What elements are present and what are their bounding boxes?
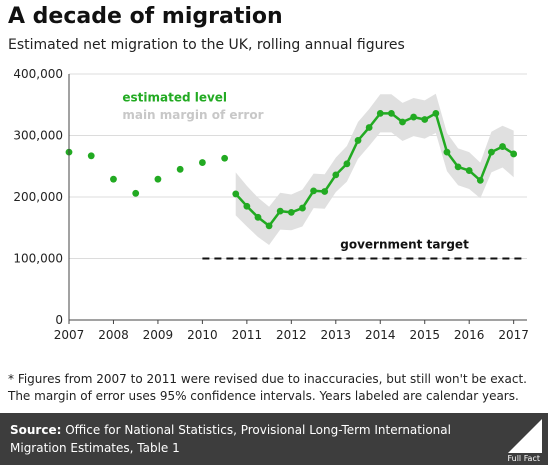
x-tick-label: 2007 bbox=[54, 328, 85, 342]
estimated-level-point bbox=[321, 188, 329, 195]
source-citation: Office for National Statistics, Provisio… bbox=[10, 423, 451, 455]
estimated-level-point bbox=[454, 163, 462, 171]
estimated-level-point bbox=[432, 109, 440, 117]
y-tick-label: 0 bbox=[55, 313, 63, 327]
estimated-level-point bbox=[421, 116, 429, 123]
estimated-level-point bbox=[332, 171, 340, 179]
target-layer: government target bbox=[202, 238, 523, 260]
estimated-level-point bbox=[387, 109, 395, 117]
y-tick-label: 400,000 bbox=[13, 67, 63, 81]
estimated-level-point bbox=[276, 207, 284, 215]
revised-point bbox=[198, 159, 206, 166]
x-tick-label: 2009 bbox=[143, 328, 174, 342]
axis-layer: 0 100,000 200,000 300,000 400,000 2007 2008 200… bbox=[13, 67, 529, 342]
estimated-level-point bbox=[265, 222, 273, 230]
estimated-level-point bbox=[399, 118, 406, 126]
page-subtitle: Estimated net migration to the UK, rolli… bbox=[8, 37, 405, 53]
source-text: Source: Office for National Statistics, … bbox=[10, 421, 470, 457]
estimated-level-point bbox=[254, 213, 262, 221]
source-label: Source: bbox=[10, 423, 62, 437]
revised-point bbox=[110, 175, 117, 183]
x-tick-label: 2015 bbox=[409, 328, 440, 342]
target-label: government target bbox=[340, 238, 469, 252]
estimated-level-point bbox=[354, 137, 362, 144]
x-tick-label: 2011 bbox=[232, 328, 263, 342]
series-layer bbox=[65, 109, 518, 230]
y-tick-label: 100,000 bbox=[13, 252, 63, 266]
revised-point bbox=[87, 152, 95, 160]
x-tick-label: 2014 bbox=[365, 328, 396, 342]
estimated-level-point bbox=[510, 150, 518, 158]
x-tick-label: 2016 bbox=[454, 328, 485, 342]
estimated-level-point bbox=[410, 113, 418, 121]
revised-point bbox=[221, 154, 229, 162]
revised-point bbox=[154, 175, 162, 183]
estimated-level-point bbox=[488, 148, 495, 156]
y-tick-label: 200,000 bbox=[13, 190, 63, 204]
estimated-level-point bbox=[299, 204, 306, 212]
revised-point bbox=[132, 189, 140, 197]
x-tick-label: 2008 bbox=[98, 328, 129, 342]
legend-layer: estimated level main margin of error bbox=[122, 91, 263, 122]
full-fact-logo-icon bbox=[508, 419, 542, 453]
estimated-level-point bbox=[343, 160, 351, 168]
estimated-level-point bbox=[243, 202, 251, 210]
grid-layer bbox=[69, 73, 527, 259]
source-footer: Source: Office for National Statistics, … bbox=[0, 413, 548, 465]
estimated-level-point bbox=[365, 124, 373, 131]
estimated-level-point bbox=[287, 208, 295, 216]
logo-text: Full Fact bbox=[507, 454, 540, 463]
migration-line-chart: government target 0 100,000 200,000 300,000… bbox=[13, 67, 529, 342]
legend-estimated-level: estimated level bbox=[122, 91, 227, 105]
footnote: * Figures from 2007 to 2011 were revised… bbox=[8, 372, 527, 403]
revised-point bbox=[176, 165, 184, 173]
legend-margin-of-error: main margin of error bbox=[122, 108, 263, 122]
estimated-level-point bbox=[476, 176, 484, 184]
x-tick-label: 2013 bbox=[321, 328, 352, 342]
estimated-level-point bbox=[232, 190, 240, 198]
x-tick-label: 2012 bbox=[276, 328, 307, 342]
estimated-level-point bbox=[465, 167, 473, 174]
page-title: A decade of migration bbox=[8, 4, 283, 29]
y-tick-label: 300,000 bbox=[13, 129, 63, 143]
estimated-level-point bbox=[499, 143, 506, 150]
x-tick-label: 2010 bbox=[187, 328, 218, 342]
estimated-level-point bbox=[310, 187, 317, 195]
estimated-level-point bbox=[376, 109, 384, 117]
estimated-level-point bbox=[443, 148, 451, 156]
x-tick-label: 2017 bbox=[498, 328, 529, 342]
